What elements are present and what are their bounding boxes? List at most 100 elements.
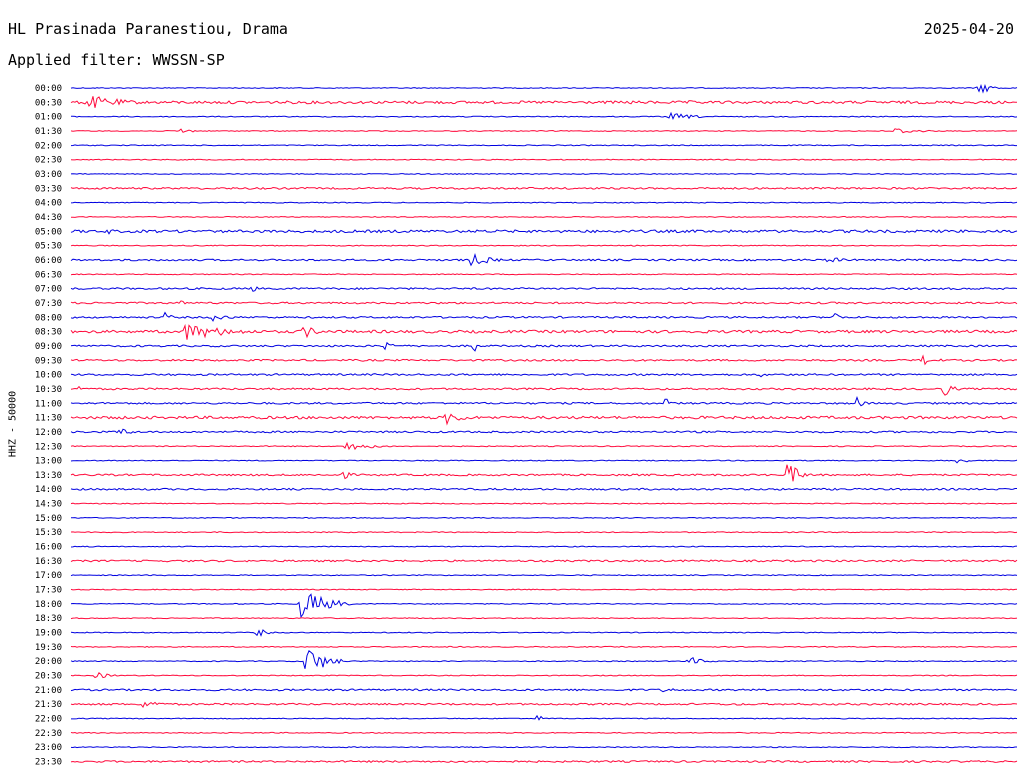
- seismic-trace: [70, 731, 1018, 734]
- seismic-trace: [70, 746, 1017, 749]
- seismic-trace: [70, 574, 1018, 577]
- trace-time-label: 19:00: [35, 629, 62, 639]
- trace-time-label: 14:00: [35, 485, 62, 495]
- seismic-trace: [70, 428, 1018, 435]
- seismic-trace: [70, 341, 1018, 352]
- trace-time-label: 14:30: [35, 500, 62, 510]
- trace-time-label: 07:30: [35, 299, 62, 309]
- trace-time-label: 20:00: [35, 657, 62, 667]
- seismic-trace: [70, 459, 1018, 464]
- seismic-trace: [70, 545, 1018, 548]
- trace-time-label: 16:00: [35, 543, 62, 553]
- trace-time-label: 21:00: [35, 686, 62, 696]
- seismic-trace: [70, 502, 1018, 505]
- seismic-trace: [70, 672, 1018, 679]
- seismic-trace: [70, 588, 1018, 591]
- trace-time-label: 22:00: [35, 715, 62, 725]
- seismic-trace: [70, 354, 1018, 366]
- station-title: HL Prasinada Paranestiou, Drama: [8, 20, 288, 38]
- seismic-trace: [70, 172, 1017, 175]
- trace-time-label: 16:30: [35, 557, 62, 567]
- trace-time-label: 17:30: [35, 586, 62, 596]
- date-label: 2025-04-20: [923, 20, 1014, 38]
- trace-time-label: 18:00: [35, 600, 62, 610]
- trace-time-label: 00:30: [35, 98, 62, 108]
- seismic-trace: [70, 649, 1018, 669]
- trace-time-label: 12:30: [35, 442, 62, 452]
- seismic-trace: [70, 300, 1018, 305]
- seismic-trace: [70, 273, 1018, 276]
- trace-time-label: 13:00: [35, 457, 62, 467]
- seismic-trace: [70, 128, 1018, 134]
- trace-time-label: 20:30: [35, 672, 62, 682]
- trace-time-label: 10:30: [35, 385, 62, 395]
- seismic-trace: [71, 714, 1018, 721]
- seismic-trace: [70, 688, 1018, 693]
- trace-time-label: 08:30: [35, 328, 62, 338]
- seismic-trace: [70, 593, 1018, 619]
- seismic-trace: [70, 311, 1018, 322]
- seismic-trace: [70, 252, 1018, 267]
- seismic-trace: [70, 617, 1018, 620]
- trace-time-label: 13:30: [35, 471, 62, 481]
- trace-time-label: 01:00: [35, 113, 62, 123]
- trace-time-label: 08:00: [35, 313, 62, 323]
- seismic-trace: [70, 323, 1018, 340]
- trace-time-label: 18:30: [35, 614, 62, 624]
- seismic-trace: [70, 186, 1018, 190]
- trace-time-label: 04:00: [35, 199, 62, 209]
- trace-time-label: 01:30: [35, 127, 62, 137]
- seismic-trace: [70, 215, 1018, 218]
- trace-time-label: 19:30: [35, 643, 62, 653]
- trace-time-label: 23:00: [35, 743, 62, 753]
- seismic-trace: [70, 413, 1018, 426]
- trace-time-label: 02:30: [35, 156, 62, 166]
- seismic-trace: [70, 531, 1018, 534]
- seismic-trace: [70, 645, 1018, 648]
- trace-time-label: 12:00: [35, 428, 62, 438]
- trace-time-label: 21:30: [35, 700, 62, 710]
- trace-time-label: 22:30: [35, 729, 62, 739]
- seismic-trace: [70, 373, 1018, 378]
- seismic-trace: [70, 396, 1018, 407]
- seismic-trace: [70, 487, 1017, 491]
- trace-time-label: 06:30: [35, 270, 62, 280]
- trace-time-label: 03:00: [35, 170, 62, 180]
- seismic-trace: [70, 201, 1018, 204]
- trace-time-label: 04:30: [35, 213, 62, 223]
- seismic-trace: [70, 111, 1018, 121]
- seismic-trace: [70, 759, 1018, 764]
- trace-time-label: 07:00: [35, 285, 62, 295]
- seismic-trace: [70, 96, 1018, 108]
- trace-time-label: 09:30: [35, 356, 62, 366]
- trace-time-label: 06:00: [35, 256, 62, 266]
- seismic-trace: [70, 629, 1018, 637]
- seismic-trace: [70, 229, 1018, 235]
- seismic-trace: [70, 158, 1018, 161]
- seismic-trace: [70, 385, 1018, 396]
- trace-time-label: 02:00: [35, 141, 62, 151]
- trace-time-label: 05:30: [35, 242, 62, 252]
- trace-time-label: 11:00: [35, 399, 62, 409]
- trace-time-label: 17:00: [35, 571, 62, 581]
- trace-time-label: 09:00: [35, 342, 62, 352]
- seismic-trace: [70, 701, 1018, 708]
- seismic-trace: [70, 144, 1017, 147]
- trace-time-label: 03:30: [35, 184, 62, 194]
- filter-label: Applied filter: WWSSN-SP: [8, 51, 225, 69]
- trace-time-label: 23:30: [35, 758, 62, 768]
- trace-time-label: 10:00: [35, 371, 62, 381]
- seismic-trace: [70, 84, 1018, 94]
- trace-time-label: 05:00: [35, 227, 62, 237]
- trace-time-label: 15:30: [35, 528, 62, 538]
- trace-time-label: 15:00: [35, 514, 62, 524]
- trace-time-label: 11:30: [35, 414, 62, 424]
- seismic-trace: [70, 244, 1018, 247]
- seismic-trace: [70, 441, 1018, 451]
- seismic-trace: [70, 516, 1018, 519]
- seismic-trace: [70, 559, 1018, 563]
- seismic-trace: [70, 464, 1018, 482]
- seismic-trace: [70, 286, 1018, 292]
- trace-time-label: 00:00: [35, 84, 62, 94]
